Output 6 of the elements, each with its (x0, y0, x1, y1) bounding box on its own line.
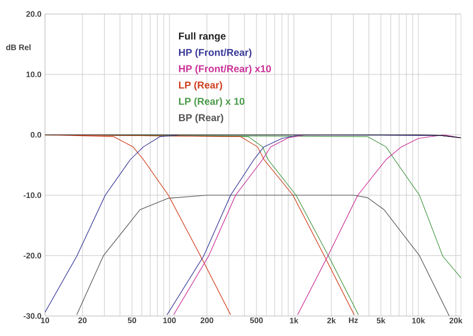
text: HP (Front/Rear) (178, 48, 252, 58)
text: LP (Rear) (178, 81, 222, 91)
text: HP (Front/Rear) x10 (178, 64, 271, 74)
text: LP (Rear) x 10 (178, 98, 244, 107)
text: Full range (178, 32, 226, 42)
text: BP (Rear) (178, 114, 224, 124)
